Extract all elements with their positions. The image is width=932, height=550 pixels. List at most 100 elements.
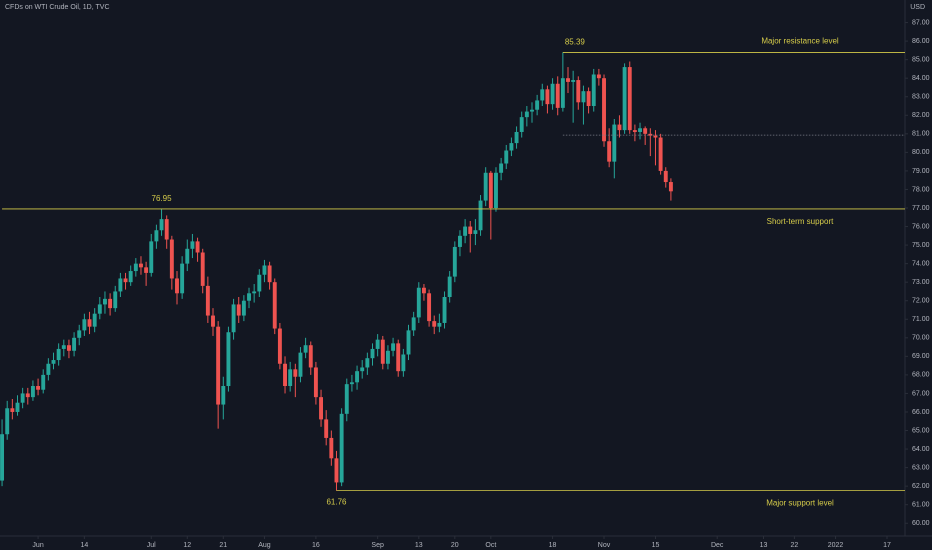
candle-body xyxy=(82,319,87,331)
x-tick-label: 21 xyxy=(219,542,227,549)
y-tick-label: 66.00 xyxy=(912,409,930,416)
candle-body xyxy=(241,300,246,316)
y-tick-label: 82.00 xyxy=(912,112,930,119)
x-tick-label: 22 xyxy=(790,542,798,549)
candle-body xyxy=(658,137,663,171)
candle-body xyxy=(139,263,143,268)
candle-body xyxy=(401,354,406,372)
candle-body xyxy=(277,328,282,364)
candle-body xyxy=(61,345,66,349)
candle-body xyxy=(550,83,555,105)
candle-body xyxy=(118,278,123,292)
candle-body xyxy=(92,313,97,327)
candle-body xyxy=(190,241,195,249)
candle-body xyxy=(483,172,488,201)
candle-body xyxy=(313,367,318,398)
x-tick-label: 15 xyxy=(652,542,660,549)
candle-body xyxy=(576,80,581,103)
candle-body xyxy=(205,285,210,316)
candle-body xyxy=(571,80,576,82)
candle-body xyxy=(262,265,267,275)
candle-body xyxy=(468,226,473,234)
x-tick-label: 13 xyxy=(415,542,423,549)
y-tick-label: 81.00 xyxy=(912,131,930,138)
candle-body xyxy=(524,111,529,118)
candle-body xyxy=(133,263,138,272)
x-tick-label: 2022 xyxy=(828,542,844,549)
candle-body xyxy=(349,382,354,385)
candle-body xyxy=(128,271,133,283)
x-tick-label: Dec xyxy=(711,542,724,549)
candle-body xyxy=(406,330,411,355)
candle-body xyxy=(247,293,251,301)
candle-body xyxy=(370,348,375,359)
candle-body xyxy=(668,182,673,192)
currency-label: USD xyxy=(910,4,925,11)
y-tick-label: 60.00 xyxy=(912,520,930,527)
candle-body xyxy=(535,100,540,110)
candle-body xyxy=(175,278,179,294)
candle-body xyxy=(200,252,205,286)
candle-body xyxy=(0,434,5,481)
y-tick-label: 71.00 xyxy=(912,316,930,323)
candle-body xyxy=(355,371,360,383)
candle-body xyxy=(612,124,617,162)
candle-body xyxy=(257,274,262,292)
candle-body xyxy=(66,345,71,351)
candle-body xyxy=(473,230,478,234)
y-tick-label: 84.00 xyxy=(912,75,930,82)
candle-body xyxy=(15,402,20,412)
candle-body xyxy=(159,219,164,231)
candle-body xyxy=(648,133,653,136)
candle-body xyxy=(530,109,534,112)
x-tick-label: 14 xyxy=(80,542,88,549)
candle-body xyxy=(566,78,570,82)
candle-body xyxy=(298,352,303,377)
x-tick-label: Nov xyxy=(598,542,611,549)
candle-body xyxy=(421,287,426,294)
candle-body xyxy=(509,143,514,151)
candle-body xyxy=(272,282,277,329)
candle-body xyxy=(46,363,51,375)
y-tick-label: 65.00 xyxy=(912,427,930,434)
candle-body xyxy=(283,363,287,387)
candle-body xyxy=(663,170,668,183)
candle-body xyxy=(586,91,591,107)
x-tick-label: 13 xyxy=(760,542,768,549)
candle-body xyxy=(329,437,334,459)
level-note: Major resistance level xyxy=(761,37,839,46)
y-tick-label: 67.00 xyxy=(912,390,930,397)
y-tick-label: 73.00 xyxy=(912,279,930,286)
candle-body xyxy=(334,458,339,483)
candle-body xyxy=(463,226,468,236)
level-note: Major support level xyxy=(766,499,834,508)
candle-body xyxy=(437,322,442,327)
x-tick-label: Sep xyxy=(371,542,384,549)
candle-body xyxy=(622,67,627,131)
candle-body xyxy=(164,219,169,240)
candle-body xyxy=(632,130,637,132)
candle-body xyxy=(432,321,437,327)
y-tick-label: 77.00 xyxy=(912,205,930,212)
candle-body xyxy=(514,131,519,144)
x-tick-label: 16 xyxy=(312,542,320,549)
candle-body xyxy=(478,200,483,231)
candle-body xyxy=(103,298,107,305)
candle-body xyxy=(504,150,509,164)
candle-body xyxy=(303,345,308,353)
candle-body xyxy=(113,291,118,309)
y-tick-label: 85.00 xyxy=(912,57,930,64)
candle-body xyxy=(149,241,154,273)
candle-body xyxy=(144,267,149,273)
candle-body xyxy=(123,278,128,283)
candle-body xyxy=(169,239,174,279)
candle-body xyxy=(653,135,658,138)
x-tick-label: 12 xyxy=(183,542,191,549)
candle-body xyxy=(267,265,272,283)
y-tick-label: 63.00 xyxy=(912,464,930,471)
candle-body xyxy=(72,337,77,351)
candle-body xyxy=(591,74,596,107)
